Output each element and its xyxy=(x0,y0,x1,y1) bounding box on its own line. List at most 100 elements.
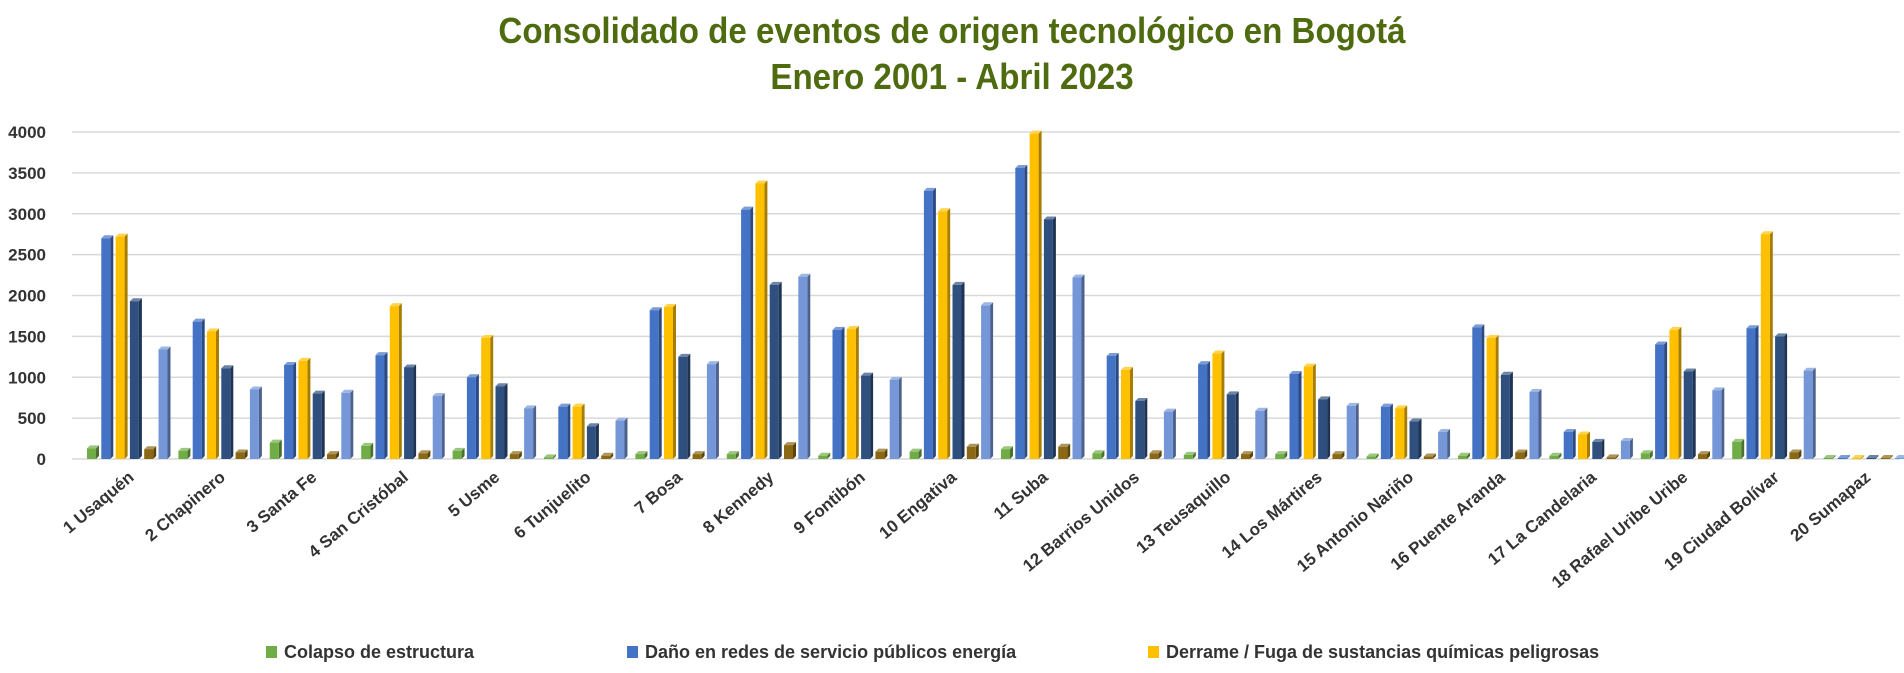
bar-top xyxy=(1472,324,1485,328)
bar xyxy=(524,405,537,459)
bar-top xyxy=(1072,274,1085,278)
bar-front xyxy=(1837,458,1847,459)
bar-front xyxy=(404,367,414,459)
bar-front xyxy=(544,457,553,459)
bar-front xyxy=(1852,458,1862,459)
bar-front xyxy=(1775,336,1785,459)
bar xyxy=(601,452,614,459)
bar xyxy=(481,335,494,459)
legend-item: Daño en redes de servicio públicos energ… xyxy=(627,642,1017,662)
bar-top xyxy=(909,448,922,452)
bar xyxy=(981,302,994,459)
bar-front xyxy=(1332,454,1342,459)
bar-front xyxy=(846,329,856,459)
bar-front xyxy=(1438,432,1448,459)
bar xyxy=(1121,366,1133,459)
y-tick-label: 2500 xyxy=(8,246,46,265)
bar-top xyxy=(1289,370,1302,374)
bar-side xyxy=(778,281,782,459)
bar-top xyxy=(889,376,902,380)
bar-top xyxy=(129,298,142,302)
bar-side xyxy=(1418,418,1422,459)
bar-top xyxy=(1592,438,1605,442)
bar-front xyxy=(1732,441,1742,459)
bar xyxy=(1620,438,1633,459)
bar-side xyxy=(1207,361,1211,459)
x-tick-label: 7 Bosa xyxy=(631,467,686,518)
y-tick-label: 3000 xyxy=(8,205,46,224)
bar-front xyxy=(1149,453,1159,459)
bar-front xyxy=(341,392,351,459)
bar xyxy=(1072,274,1085,459)
bar-side xyxy=(841,326,845,459)
bar-front xyxy=(615,420,625,459)
bar-side xyxy=(1769,231,1773,459)
bar-top xyxy=(664,303,676,307)
bar xyxy=(741,206,754,459)
bar-side xyxy=(567,403,571,459)
x-tick-label: 1 Usaquén xyxy=(59,468,137,538)
bar-side xyxy=(827,452,831,459)
bar xyxy=(938,208,951,459)
bar-front xyxy=(249,389,259,459)
bar-side xyxy=(427,450,431,459)
bar-top xyxy=(1486,335,1499,339)
bar-front xyxy=(1380,406,1390,459)
bar-front xyxy=(769,284,779,459)
bar-side xyxy=(153,446,157,459)
bar-front xyxy=(875,451,885,459)
bar-front xyxy=(635,454,645,459)
bar-front xyxy=(115,236,125,459)
bar xyxy=(1029,130,1042,459)
bar-side xyxy=(187,447,191,459)
bar xyxy=(1212,350,1225,459)
legend-item: Derrame / Fuga de sustancias químicas pe… xyxy=(1148,642,1599,662)
bar-top xyxy=(1698,451,1710,455)
bar-side xyxy=(307,357,311,459)
y-tick-label: 1000 xyxy=(8,368,46,387)
bar-top xyxy=(1395,405,1408,409)
bar-top xyxy=(1866,455,1879,458)
bar-side xyxy=(884,448,888,459)
bar-top xyxy=(1380,403,1393,407)
bar-top xyxy=(1746,325,1759,329)
bar xyxy=(1803,367,1816,459)
bar-top xyxy=(327,451,339,455)
bar-front xyxy=(1640,453,1650,459)
bar-front xyxy=(192,321,202,459)
bar-side xyxy=(244,449,248,459)
bar-front xyxy=(1669,329,1679,459)
bar xyxy=(1163,408,1176,459)
bar xyxy=(207,328,219,459)
bar xyxy=(1380,403,1393,459)
bar-front xyxy=(818,455,828,459)
bar-top xyxy=(1198,361,1211,365)
bar-front xyxy=(418,453,428,459)
bar-top xyxy=(207,328,219,332)
bar xyxy=(1332,451,1345,459)
bar-top xyxy=(1578,431,1590,435)
bar xyxy=(192,318,205,459)
bar-front xyxy=(509,454,519,459)
bar-front xyxy=(1500,374,1510,459)
bar-top xyxy=(361,442,374,446)
bar xyxy=(1852,455,1865,459)
bar xyxy=(649,307,662,459)
bar-top xyxy=(1303,363,1316,367)
bar-front xyxy=(1515,452,1525,459)
bar xyxy=(87,445,99,459)
bar-top xyxy=(1895,455,1904,458)
bar xyxy=(101,235,114,459)
bar-side xyxy=(441,393,445,459)
bar-front xyxy=(1198,364,1208,459)
x-tick-label: 8 Kennedy xyxy=(699,467,777,537)
bar-top xyxy=(692,451,705,455)
bar xyxy=(861,372,874,459)
bar-top xyxy=(818,452,831,456)
bar-side xyxy=(1846,455,1850,459)
bar-front xyxy=(558,406,568,459)
bar-front xyxy=(1346,405,1356,459)
bar xyxy=(361,442,374,459)
bar-top xyxy=(558,403,571,407)
bar-top xyxy=(1852,455,1865,458)
